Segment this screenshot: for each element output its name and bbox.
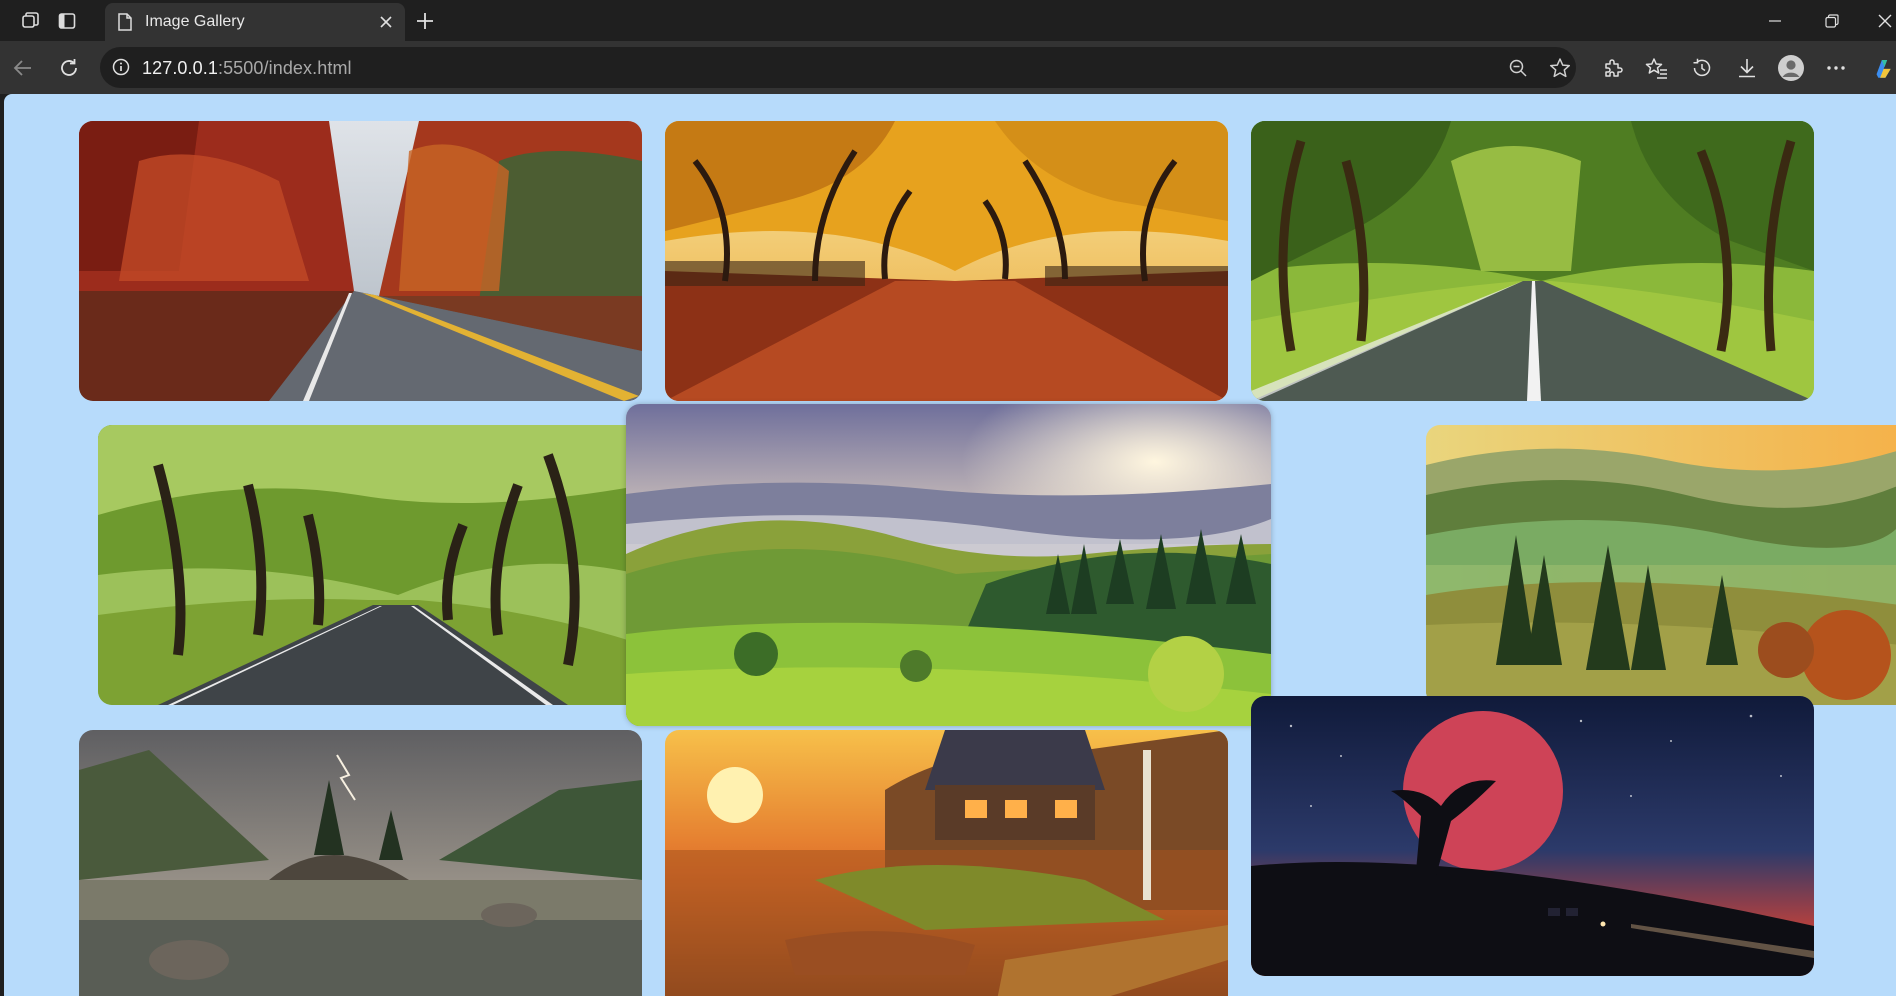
refresh-icon[interactable] (54, 53, 84, 83)
zoom-out-icon[interactable] (1504, 54, 1532, 82)
tab-title: Image Gallery (145, 13, 245, 30)
back-icon[interactable] (8, 53, 38, 83)
gallery-image-misty-valley[interactable] (626, 404, 1271, 726)
close-window-icon[interactable] (1870, 8, 1896, 34)
gallery-image-green-road[interactable] (1251, 121, 1814, 401)
tab-image-gallery[interactable]: Image Gallery (105, 3, 405, 41)
gallery-image-shaded-road[interactable] (98, 425, 643, 705)
gallery-page (4, 94, 1896, 996)
restore-icon[interactable] (1817, 8, 1847, 34)
new-tab-icon[interactable] (412, 8, 438, 34)
workspaces-icon[interactable] (17, 8, 43, 34)
gallery-image-foggy-hills[interactable] (1426, 425, 1896, 705)
close-tab-icon[interactable] (375, 11, 397, 33)
favorites-icon[interactable] (1642, 53, 1672, 83)
browser-toolbar: 127.0.0.1:5500/index.html (0, 41, 1896, 94)
history-icon[interactable] (1687, 53, 1717, 83)
gallery-image-lakeside-cabin[interactable] (665, 730, 1228, 996)
url-path: :5500/index.html (217, 58, 352, 78)
favorite-star-icon[interactable] (1546, 54, 1574, 82)
profile-avatar-icon[interactable] (1776, 53, 1806, 83)
gallery-image-autumn-road[interactable] (79, 121, 642, 401)
gallery-image-red-moon[interactable] (1251, 696, 1814, 976)
vertical-tabs-icon[interactable] (54, 8, 80, 34)
copilot-icon[interactable] (1873, 53, 1896, 83)
more-options-icon[interactable] (1821, 53, 1851, 83)
downloads-icon[interactable] (1732, 53, 1762, 83)
gallery-image-stormy-lake[interactable] (79, 730, 642, 996)
url-host: 127.0.0.1 (142, 58, 218, 78)
minimize-icon[interactable] (1760, 8, 1790, 34)
page-icon (117, 13, 133, 36)
site-info-icon[interactable] (112, 58, 130, 81)
gallery-image-golden-park[interactable] (665, 121, 1228, 401)
address-bar[interactable]: 127.0.0.1:5500/index.html (100, 47, 1576, 88)
url-text[interactable]: 127.0.0.1:5500/index.html (142, 58, 352, 79)
extensions-icon[interactable] (1598, 53, 1628, 83)
browser-title-bar: Image Gallery (0, 0, 1896, 41)
